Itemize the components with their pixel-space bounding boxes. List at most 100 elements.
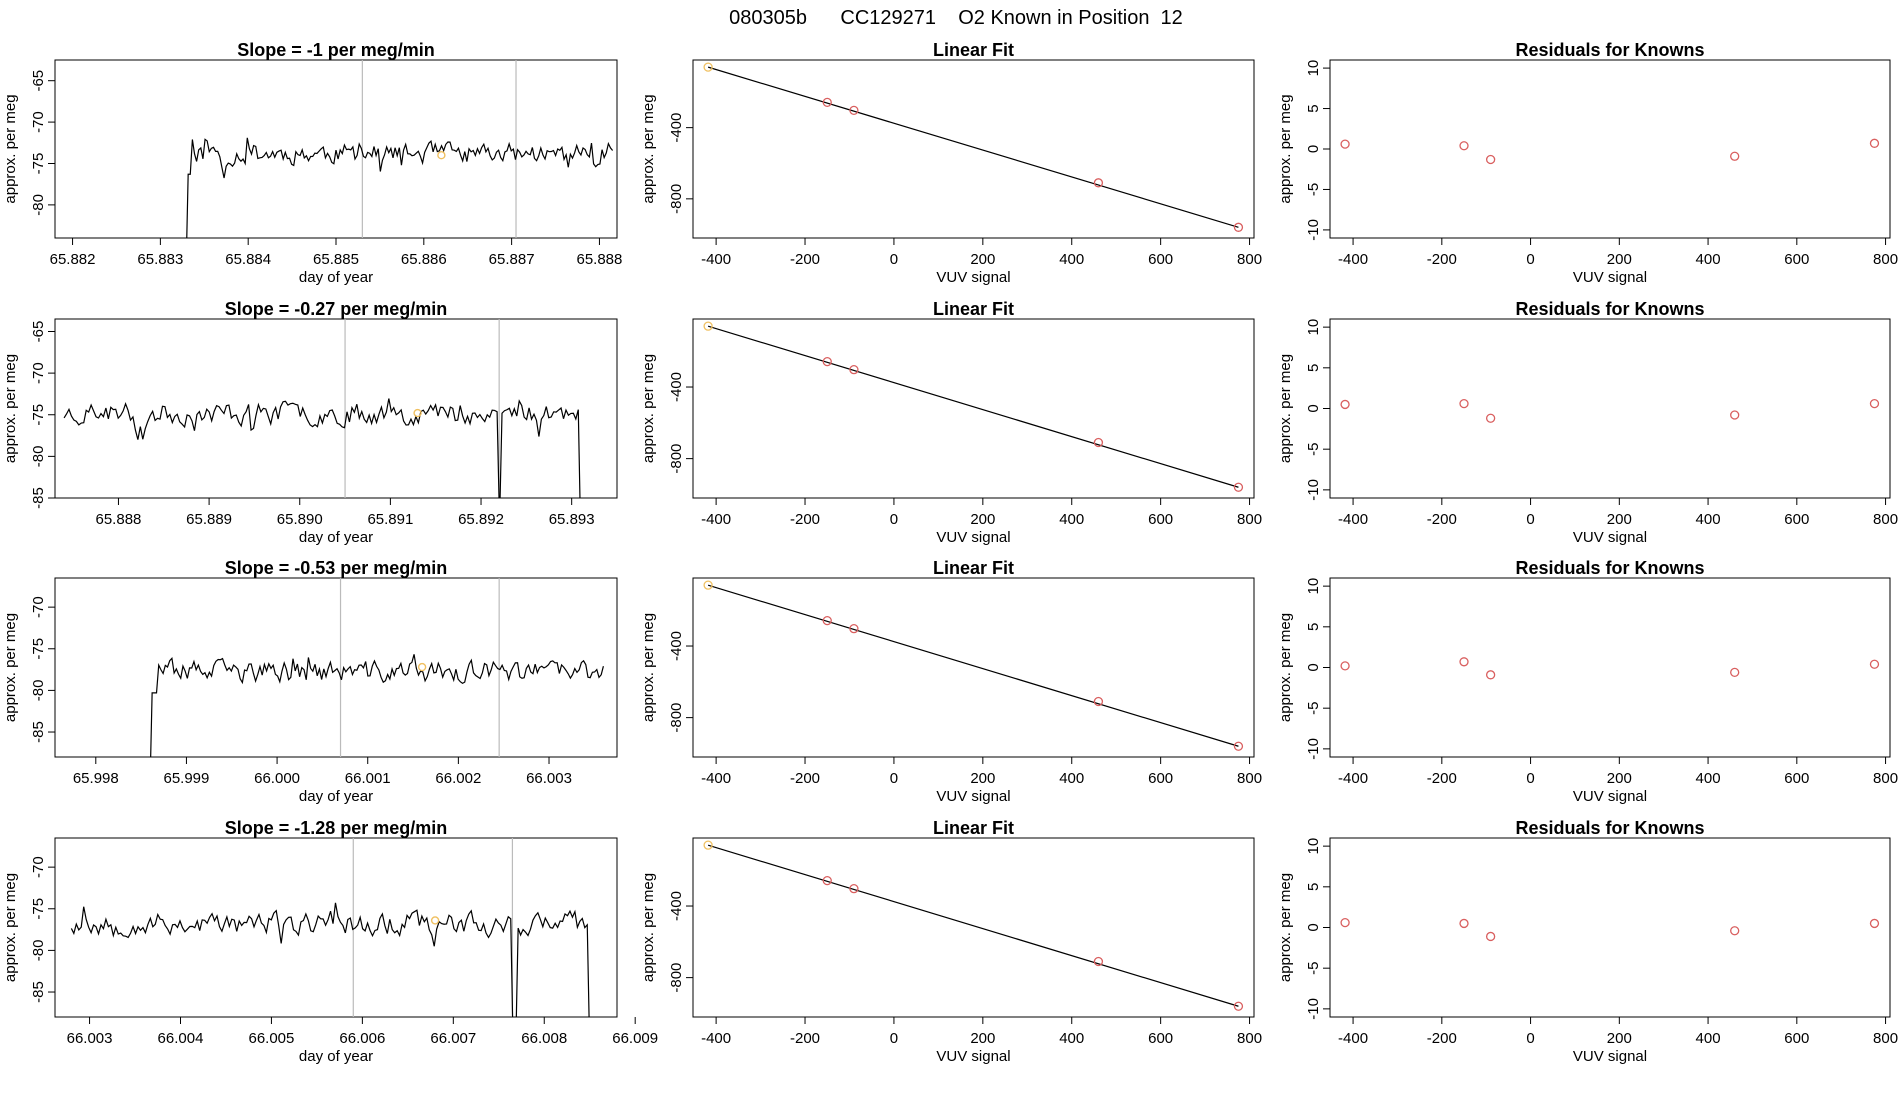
y-tick-label: 10 xyxy=(1305,319,1322,336)
x-axis-label: day of year xyxy=(299,269,373,286)
y-tick-label: -65 xyxy=(30,321,47,343)
figure-title: 080305b CC129271 O2 Known in Position 12 xyxy=(729,7,1183,29)
y-tick-label: 0 xyxy=(1305,404,1322,412)
x-tick-label: 0 xyxy=(1526,511,1534,528)
y-axis-label: approx. per meg xyxy=(640,94,657,203)
data-point xyxy=(822,875,832,886)
y-tick-label: -70 xyxy=(30,362,47,384)
panel-6: Linear Fit -400 -200 0 200 400 600 800 -400 -800 V… xyxy=(640,558,1262,805)
data-point xyxy=(1093,437,1104,448)
x-tick-label: 200 xyxy=(1607,251,1632,268)
y-tick-label: -80 xyxy=(30,940,47,962)
data-point xyxy=(1869,659,1880,669)
data-point xyxy=(1233,222,1244,232)
data-point xyxy=(849,365,859,375)
y-tick-label: -5 xyxy=(1305,702,1322,715)
panel-title: Residuals for Knowns xyxy=(1515,818,1704,838)
y-tick-label: -5 xyxy=(1305,443,1322,456)
x-tick-label: 400 xyxy=(1059,770,1084,787)
y-tick-label: -800 xyxy=(668,703,685,733)
panel-11: Residuals for Knowns -400 -200 0 200 400 600 80… xyxy=(1277,818,1898,1065)
x-tick-label: 65.892 xyxy=(458,511,504,528)
x-tick-label: 66.005 xyxy=(248,1030,294,1047)
y-tick-label: -80 xyxy=(30,194,47,216)
x-tick-label: 65.886 xyxy=(401,251,447,268)
x-tick-label: -200 xyxy=(1427,770,1457,787)
panel-title: Linear Fit xyxy=(933,558,1014,578)
x-tick-label: 200 xyxy=(1607,1030,1632,1047)
data-point xyxy=(1093,696,1104,707)
y-tick-label: -80 xyxy=(30,680,47,702)
x-tick-label: 200 xyxy=(970,1030,995,1047)
x-tick-label: 66.008 xyxy=(521,1030,567,1047)
plot-frame xyxy=(1329,837,1891,1018)
plot-area xyxy=(1340,138,1880,165)
plot-frame xyxy=(1329,577,1891,758)
data-point xyxy=(703,321,713,331)
data-point xyxy=(1869,138,1880,148)
data-point xyxy=(1233,1001,1244,1011)
data-point xyxy=(1485,154,1496,165)
panel-title: Linear Fit xyxy=(933,299,1014,319)
highlight-point xyxy=(417,662,427,672)
y-tick-label: -5 xyxy=(1305,962,1322,975)
data-point xyxy=(1485,931,1496,942)
plot-area xyxy=(70,838,590,1017)
x-tick-label: 200 xyxy=(1607,511,1632,528)
panel-5: Linear Fit -400 -200 0 200 400 600 800 -400 -800 V… xyxy=(640,299,1262,546)
x-tick-label: 600 xyxy=(1148,770,1173,787)
y-tick-label: 5 xyxy=(1305,883,1322,891)
y-axis-label: approx. per meg xyxy=(1277,354,1294,463)
fit-line xyxy=(707,66,1239,228)
x-tick-label: 0 xyxy=(1526,251,1534,268)
x-tick-label: 66.007 xyxy=(430,1030,476,1047)
x-tick-label: 0 xyxy=(890,1030,898,1047)
panel-title: Slope = -0.27 per meg/min xyxy=(225,299,448,319)
x-axis-label: VUV signal xyxy=(1573,788,1647,805)
panel-title: Linear Fit xyxy=(933,40,1014,60)
x-tick-label: 400 xyxy=(1696,511,1721,528)
y-tick-label: -10 xyxy=(1305,998,1322,1020)
data-point xyxy=(1459,398,1469,409)
fit-line xyxy=(707,325,1239,488)
data-point xyxy=(849,624,859,634)
x-axis-label: VUV signal xyxy=(936,1048,1010,1065)
x-tick-label: -400 xyxy=(1338,251,1368,268)
y-axis-label: approx. per meg xyxy=(1277,613,1294,722)
x-tick-label: 200 xyxy=(1607,770,1632,787)
x-tick-label: 65.882 xyxy=(50,251,96,268)
x-axis-label: day of year xyxy=(299,788,373,805)
x-tick-label: 66.003 xyxy=(67,1030,113,1047)
x-tick-label: 65.887 xyxy=(489,251,535,268)
plot-frame xyxy=(692,577,1255,758)
data-point xyxy=(1459,918,1469,929)
plot-area xyxy=(703,840,1244,1011)
x-tick-label: 66.003 xyxy=(526,770,572,787)
panel-title: Linear Fit xyxy=(933,818,1014,838)
y-tick-label: -80 xyxy=(30,446,47,468)
x-tick-label: 400 xyxy=(1696,251,1721,268)
data-point xyxy=(1459,657,1469,667)
y-tick-label: -70 xyxy=(30,111,47,133)
data-point xyxy=(822,615,832,626)
x-tick-label: 65.893 xyxy=(549,511,595,528)
x-tick-label: 66.002 xyxy=(435,770,481,787)
x-axis-label: VUV signal xyxy=(1573,269,1647,286)
data-point xyxy=(1730,151,1740,161)
data-point xyxy=(1869,918,1880,929)
x-tick-label: -200 xyxy=(1427,511,1457,528)
panel-title: Slope = -1.28 per meg/min xyxy=(225,818,448,838)
panel-8: Residuals for Knowns -400 -200 0 200 400 600 80… xyxy=(1277,40,1898,286)
x-tick-label: -400 xyxy=(1338,511,1368,528)
x-axis-label: day of year xyxy=(299,529,373,546)
x-axis-label: VUV signal xyxy=(936,788,1010,805)
x-tick-label: 66.001 xyxy=(345,770,391,787)
y-tick-label: -65 xyxy=(30,70,47,92)
panel-title: Residuals for Knowns xyxy=(1515,558,1704,578)
y-tick-label: -800 xyxy=(668,184,685,214)
highlight-point xyxy=(437,151,446,160)
x-tick-label: -400 xyxy=(1338,770,1368,787)
x-tick-label: -200 xyxy=(790,770,820,787)
highlight-point xyxy=(430,916,440,925)
data-point xyxy=(1340,139,1350,149)
